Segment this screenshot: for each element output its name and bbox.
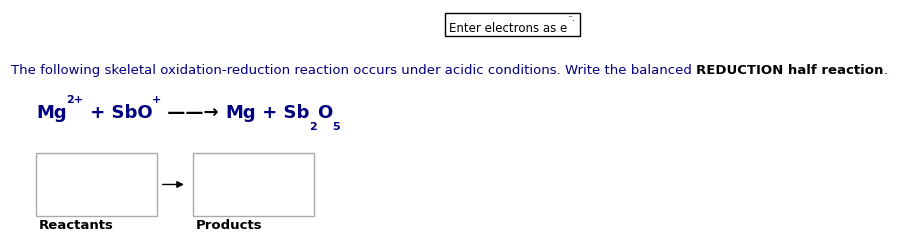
FancyBboxPatch shape	[193, 153, 314, 216]
Text: 2+: 2+	[66, 95, 84, 106]
Text: Products: Products	[196, 219, 262, 232]
Text: 5: 5	[332, 122, 340, 133]
Text: ⁻.: ⁻.	[568, 14, 576, 23]
Text: Mg: Mg	[225, 103, 256, 121]
Text: Enter electrons as e: Enter electrons as e	[449, 22, 568, 35]
Text: +: +	[152, 95, 162, 106]
Text: Mg: Mg	[36, 103, 66, 121]
Text: REDUCTION half reaction: REDUCTION half reaction	[696, 64, 884, 77]
FancyBboxPatch shape	[36, 153, 157, 216]
Text: + SbO: + SbO	[84, 103, 152, 121]
Text: The following skeletal oxidation-reduction reaction occurs under acidic conditio: The following skeletal oxidation-reducti…	[11, 64, 696, 77]
FancyBboxPatch shape	[445, 13, 580, 36]
Text: .: .	[884, 64, 887, 77]
Text: ——→: ——→	[162, 103, 225, 121]
Text: + Sb: + Sb	[256, 103, 309, 121]
Text: Reactants: Reactants	[39, 219, 114, 232]
Text: 2: 2	[309, 122, 317, 133]
Text: O: O	[317, 103, 332, 121]
